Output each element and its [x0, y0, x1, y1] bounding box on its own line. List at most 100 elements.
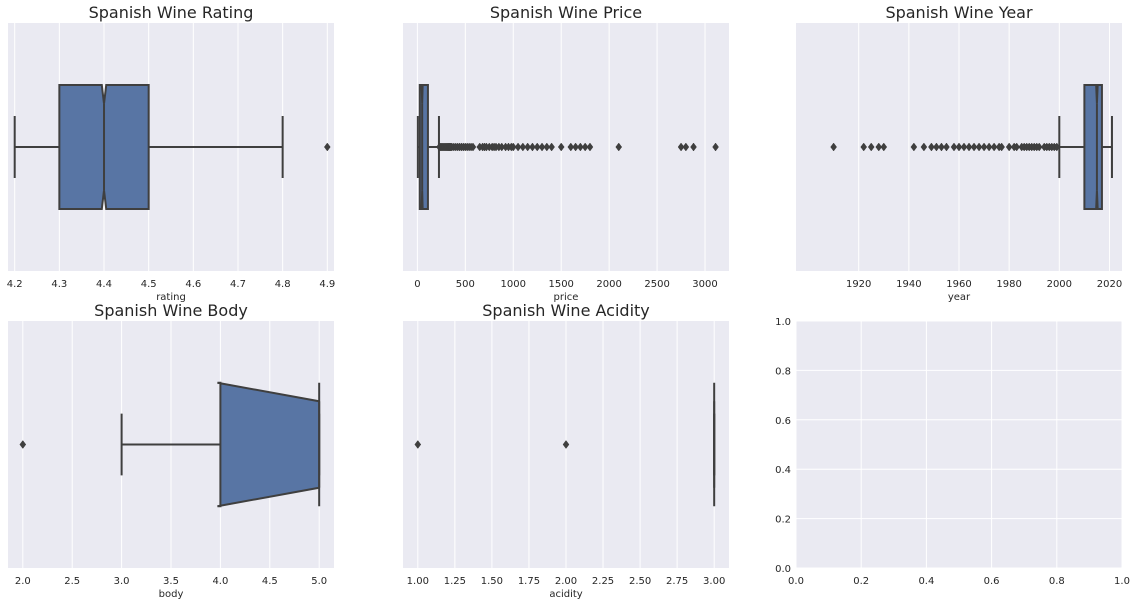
outlier-point	[933, 142, 940, 152]
outlier-point	[875, 142, 883, 152]
plot-area	[796, 321, 1122, 568]
x-tick-label: 1920	[846, 279, 871, 290]
chart-title: Spanish Wine Price	[490, 3, 642, 22]
x-tick-label: 4.5	[141, 279, 157, 290]
outlier-point	[998, 142, 1005, 152]
outlier-point	[690, 142, 697, 152]
x-axis-label: price	[554, 292, 579, 303]
outlier-point	[920, 142, 928, 152]
outlier-point	[586, 142, 594, 152]
outlier-point	[960, 142, 968, 152]
x-tick-label: 4.3	[51, 279, 67, 290]
x-tick-label: 3.0	[114, 576, 130, 587]
box	[418, 84, 429, 210]
subplot-5: Spanish Wine Acidity 1.00 1.25 1.50 1.75 2.00…	[403, 301, 729, 600]
x-tick-label: 4.8	[275, 279, 291, 290]
x-tick-label: 4.9	[319, 279, 335, 290]
x-tick-label: 1960	[946, 279, 971, 290]
x-tick-label: 2.75	[666, 576, 688, 587]
x-tick-label: 500	[456, 279, 475, 290]
x-tick-label: 1500	[548, 279, 573, 290]
x-tick-label: 1.75	[518, 576, 540, 587]
outlier-point	[965, 142, 973, 152]
subplot-4: Spanish Wine Body 2.0 2.5 3.0 3.5 4.0 4.5 5.0 bo…	[8, 301, 334, 600]
x-tick-label: 4.7	[230, 279, 246, 290]
outlier-point	[938, 142, 945, 152]
outlier-point	[1053, 142, 1061, 152]
outlier-point	[830, 142, 837, 152]
x-tick-label: 4.5	[262, 576, 278, 587]
y-tick-label: 0.8	[775, 366, 791, 377]
outlier-point	[557, 142, 565, 152]
x-tick-label: 4.2	[7, 279, 23, 290]
outlier-point	[985, 142, 993, 152]
outlier-point	[529, 142, 536, 152]
outlier-point	[469, 142, 477, 152]
outlier-point	[567, 142, 575, 152]
outlier-point	[414, 440, 422, 449]
outlier-point	[572, 142, 579, 152]
outlier-point	[928, 142, 935, 152]
outlier-point	[615, 142, 623, 152]
x-tick-label: 4.6	[185, 279, 201, 290]
outlier-point	[323, 142, 331, 152]
x-tick-label: 3000	[692, 279, 717, 290]
y-tick-label: 0.2	[775, 515, 791, 526]
x-tick-label: 0.6	[984, 576, 1000, 587]
outlier-point	[1005, 142, 1013, 152]
x-tick-label: 5.0	[311, 576, 327, 587]
outlier-point	[19, 440, 27, 449]
outlier-point	[712, 142, 719, 152]
outlier-point	[538, 142, 546, 152]
box	[217, 381, 321, 508]
x-axis-label: acidity	[549, 589, 582, 600]
outlier-point	[970, 142, 978, 152]
x-tick-label: 1000	[501, 279, 526, 290]
outlier-point	[514, 142, 522, 152]
x-tick-label: 1940	[896, 279, 921, 290]
outlier-point	[950, 142, 958, 152]
x-tick-label: 2.0	[15, 576, 31, 587]
outlier-point	[524, 142, 531, 152]
outlier-point	[548, 142, 555, 152]
box	[1083, 84, 1103, 210]
x-tick-label: 3.00	[703, 576, 725, 587]
x-tick-label: 0.2	[853, 576, 869, 587]
x-axis-label: body	[159, 589, 184, 600]
x-axis-label: year	[948, 292, 971, 303]
outlier-point	[562, 440, 570, 449]
outlier-point	[943, 142, 950, 152]
y-tick-label: 0.4	[775, 465, 791, 476]
x-tick-label: 0	[414, 279, 420, 290]
x-tick-label: 1.00	[407, 576, 429, 587]
outlier-point	[581, 142, 589, 152]
outlier-point	[880, 142, 888, 152]
y-tick-label: 0.0	[775, 564, 791, 575]
chart-title: Spanish Wine Rating	[89, 3, 254, 22]
x-tick-label: 4.0	[212, 576, 228, 587]
x-tick-label: 2.00	[555, 576, 577, 587]
chart-title: Spanish Wine Body	[94, 301, 248, 320]
subplot-6: 0.0 0.2 0.4 0.6 0.8 1.0 0.0 0.2 0.4 0.6 0.8 1.0	[775, 317, 1130, 587]
outlier-point	[519, 142, 527, 152]
outlier-point	[910, 142, 918, 152]
x-tick-label: 1.50	[481, 576, 503, 587]
x-tick-label: 0.0	[788, 576, 804, 587]
x-tick-label: 0.4	[918, 576, 934, 587]
outlier-point	[990, 142, 998, 152]
y-tick-label: 1.0	[775, 317, 791, 328]
x-tick-label: 0.8	[1049, 576, 1065, 587]
x-tick-label: 4.4	[96, 279, 112, 290]
x-tick-label: 1.0	[1114, 576, 1130, 587]
x-tick-label: 2.5	[64, 576, 80, 587]
x-tick-label: 2500	[644, 279, 669, 290]
outlier-point	[955, 142, 963, 152]
outlier-point	[543, 142, 551, 152]
outlier-point	[509, 142, 517, 152]
chart-title: Spanish Wine Year	[885, 3, 1033, 22]
x-tick-label: 2000	[1047, 279, 1072, 290]
outlier-point	[677, 142, 685, 152]
x-tick-label: 2.50	[629, 576, 651, 587]
x-tick-label: 1.25	[444, 576, 466, 587]
